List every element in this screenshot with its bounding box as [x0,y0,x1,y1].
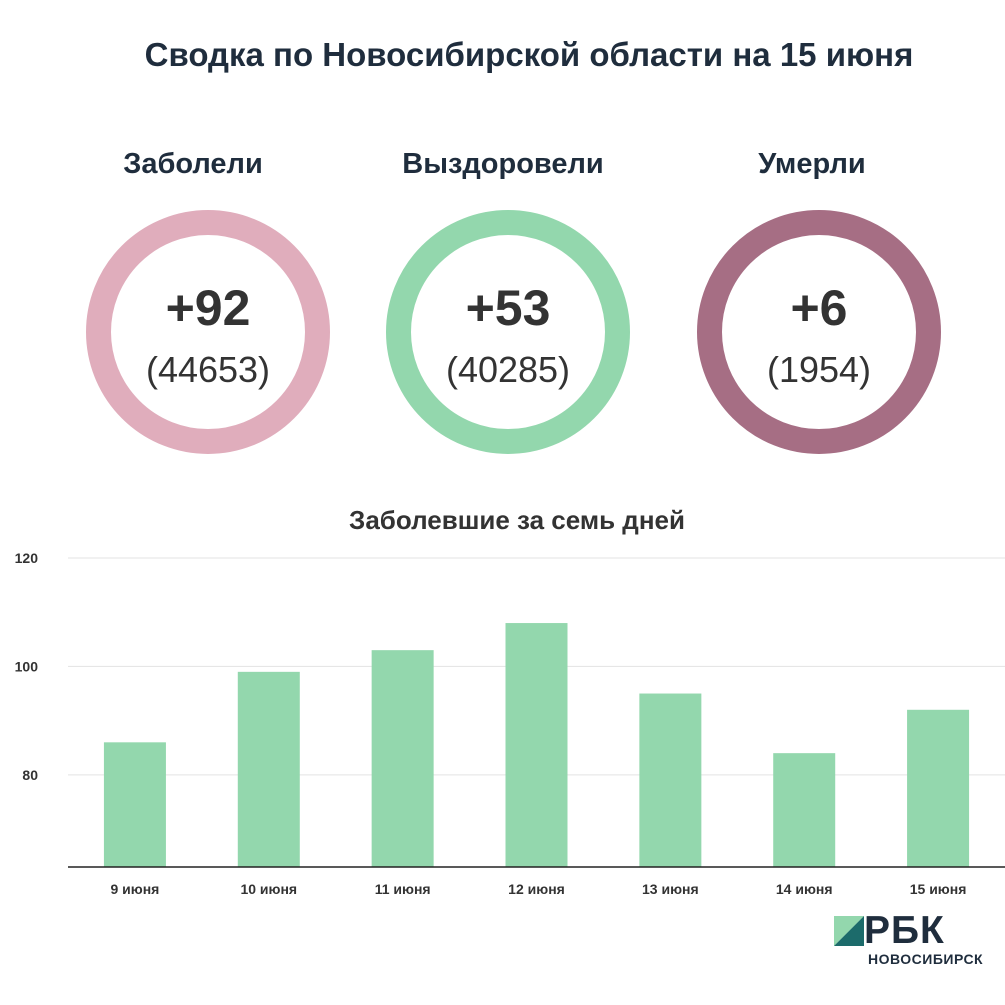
stat-label-infected: Заболели [123,148,263,180]
rbc-logo-mark-icon [834,916,864,946]
bar-chart: 80 100 120 9 июня 10 июня 11 июня 12 июня 13 ию… [15,550,1005,897]
rbc-logo: РБК НОВОСИБИРСК [834,909,1004,976]
stat-label-recovered: Выздоровели [402,148,604,180]
x-tick-label: 14 июня [776,881,833,897]
bar [103,742,166,867]
x-tick-label: 10 июня [240,881,297,897]
delta-recovered: +53 [465,280,551,336]
page-title: Сводка по Новосибирской области на 15 ию… [144,36,914,73]
y-tick-label: 120 [15,550,39,566]
bar [505,623,568,867]
delta-deaths: +6 [790,280,848,336]
total-deaths: (1954) [766,349,872,390]
y-tick-label: 80 [22,767,38,783]
x-tick-label: 13 июня [642,881,699,897]
bar [371,650,434,867]
delta-infected: +92 [165,280,251,336]
chart-title: Заболевшие за семь дней [349,505,685,535]
ring-recovered: +53 (40285) [386,210,630,454]
logo-subtitle: НОВОСИБИРСК [868,951,984,967]
ring-infected: +92 (44653) [86,210,330,454]
x-tick-label: 11 июня [375,881,431,897]
bar [907,709,970,867]
bar [639,693,702,867]
x-tick-label: 15 июня [910,881,967,897]
bar [237,671,300,867]
y-tick-label: 100 [15,658,39,674]
ring-deaths: +6 (1954) [697,210,941,454]
stat-label-deaths: Умерли [758,148,866,180]
total-infected: (44653) [145,349,271,390]
x-tick-label: 9 июня [110,881,159,897]
bar [773,753,836,867]
x-tick-label: 12 июня [508,881,565,897]
total-recovered: (40285) [445,349,571,390]
logo-name: РБК [864,909,945,952]
